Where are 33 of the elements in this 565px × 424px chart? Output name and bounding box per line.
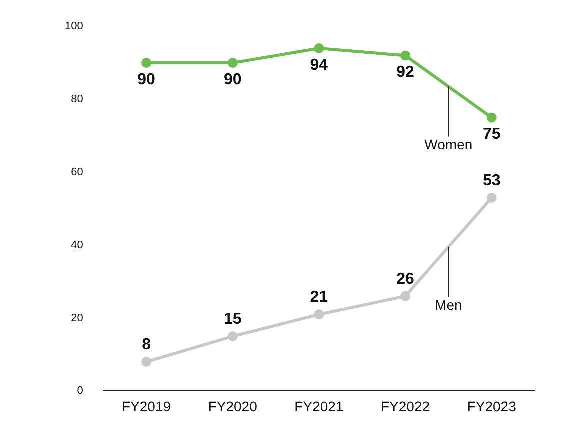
data-label: 92 — [396, 64, 415, 82]
x-tick-label: FY2023 — [467, 398, 517, 414]
x-tick-label: FY2020 — [208, 398, 258, 414]
data-label: 21 — [310, 289, 328, 306]
y-tick-label: 100 — [64, 20, 84, 33]
data-label: 15 — [224, 310, 242, 328]
data-label: 94 — [310, 56, 328, 74]
point — [486, 192, 497, 203]
point — [314, 43, 324, 54]
data-label: 90 — [224, 71, 242, 88]
x-tick-label: FY2019 — [122, 398, 172, 414]
point — [486, 112, 497, 123]
x-tick-label: FY2021 — [294, 398, 344, 414]
y-tick-label: 60 — [71, 166, 84, 178]
y-tick-label: 20 — [71, 312, 84, 324]
point — [314, 310, 324, 320]
y-tick-label: 0 — [77, 385, 84, 398]
data-label: 90 — [138, 71, 156, 88]
data-label: 75 — [482, 126, 501, 144]
series-label: Men — [435, 297, 462, 314]
data-label: 8 — [142, 336, 152, 354]
data-label: 26 — [396, 270, 415, 288]
y-tick-label: 40 — [71, 239, 84, 252]
point — [142, 58, 152, 68]
point — [228, 332, 238, 342]
point — [400, 50, 411, 61]
point — [228, 58, 238, 68]
data-label: 53 — [482, 172, 501, 190]
y-tick-label: 80 — [71, 94, 84, 106]
point — [142, 357, 152, 368]
series-label: Women — [424, 136, 473, 153]
point — [400, 291, 411, 302]
x-tick-label: FY2022 — [380, 398, 430, 414]
